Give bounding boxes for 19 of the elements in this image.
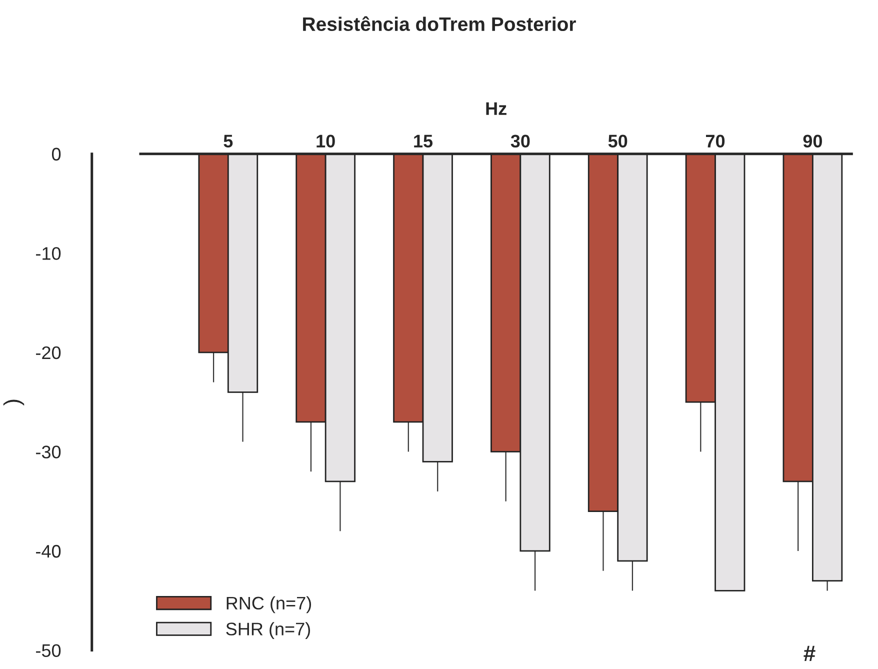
y-tick-label: -40: [36, 544, 61, 558]
y-tick-label: -30: [36, 446, 61, 458]
y-tick-label: 0: [52, 148, 61, 161]
chart-title: Resistência doTrem Posterior: [303, 16, 576, 32]
legend-label: SHR (n=7): [226, 622, 310, 639]
legend-label: RNC (n=7): [226, 596, 312, 614]
x-tick-label: 10: [316, 134, 335, 148]
x-tick-label: 90: [803, 134, 822, 148]
y-tick-label: -50: [36, 644, 61, 657]
x-axis-title: Hz: [486, 102, 506, 115]
y-tick-label: -10: [36, 247, 61, 260]
x-tick-label: 5: [224, 134, 233, 148]
annotation: #: [804, 646, 816, 662]
y-axis-title: ): [3, 400, 24, 406]
y-tick-label: -20: [36, 346, 61, 360]
x-tick-label: 30: [510, 134, 530, 148]
x-tick-label: 70: [706, 134, 725, 148]
x-tick-label: 15: [414, 134, 433, 148]
x-tick-label: 50: [608, 134, 628, 148]
